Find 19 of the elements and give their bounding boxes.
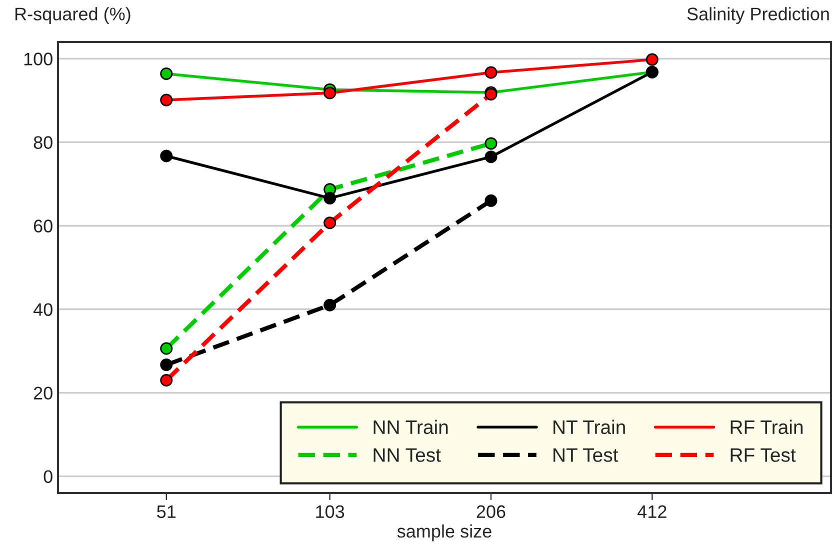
legend-label: NN Test (374, 448, 441, 462)
x-axis-title: sample size (397, 524, 492, 542)
x-tick-label: 412 (638, 505, 666, 518)
y-tick-label: 100 (24, 52, 52, 66)
x-tick-label: 206 (476, 505, 506, 518)
y-tick-label: 60 (34, 220, 52, 232)
y-tick-label: 20 (34, 386, 52, 400)
x-tick-label: 51 (157, 505, 176, 518)
y-tick-label: 80 (34, 136, 52, 149)
legend-label: NN Train (374, 420, 448, 434)
legend-label: NT Test (554, 448, 618, 462)
legend-label: NT Train (554, 420, 625, 434)
y-tick-label: 40 (33, 303, 52, 316)
chart-title: Salinity Prediction (687, 7, 829, 24)
x-tick-label: 103 (316, 505, 344, 518)
legend-label: RF Test (730, 448, 796, 462)
y-axis-title: R-squared (%) (15, 7, 130, 24)
legend-label: RF Train (730, 420, 803, 434)
y-tick-label: 0 (44, 470, 52, 484)
